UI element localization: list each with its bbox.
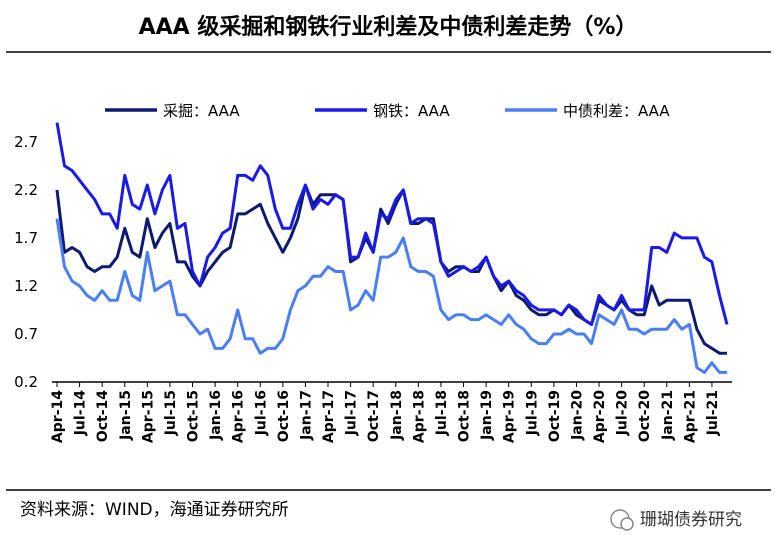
x-tick-label: Jan-17 xyxy=(298,390,314,441)
y-tick-label: 0.2 xyxy=(14,373,38,391)
source-note: 资料来源：WIND，海通证券研究所 xyxy=(20,500,289,520)
chart-title: AAA 级采掘和钢铁行业利差及中债利差走势（%） xyxy=(139,14,638,40)
x-tick-label: Jan-20 xyxy=(569,390,585,441)
x-tick-label: Apr-18 xyxy=(411,390,427,443)
x-tick-label: Apr-14 xyxy=(50,390,66,443)
series-line xyxy=(55,218,727,374)
x-tick-label: Jul-15 xyxy=(163,390,179,436)
x-tick-label: Oct-16 xyxy=(276,390,292,442)
legend-label: 采掘：AAA xyxy=(163,102,240,120)
x-tick-label: Oct-18 xyxy=(457,390,473,442)
legend-label: 中债利差：AAA xyxy=(563,102,670,120)
x-tick-label: Jan-16 xyxy=(208,390,224,441)
watermark-icon xyxy=(610,509,634,531)
x-tick-label: Jul-20 xyxy=(615,390,631,437)
x-tick-label: Apr-21 xyxy=(682,390,698,443)
x-tick-label: Jul-16 xyxy=(253,390,269,436)
x-tick-label: Jan-15 xyxy=(118,390,134,441)
x-tick-label: Jan-21 xyxy=(660,390,676,441)
x-tick-label: Jul-17 xyxy=(344,390,360,436)
x-tick-label: Apr-20 xyxy=(592,390,608,443)
legend-label: 钢铁：AAA xyxy=(373,102,450,120)
x-tick-label: Oct-19 xyxy=(547,390,563,442)
y-tick-label: 2.7 xyxy=(14,133,38,151)
x-tick-label: Oct-20 xyxy=(637,390,653,442)
x-tick-label: Apr-15 xyxy=(140,390,156,443)
y-tick-label: 0.7 xyxy=(14,325,38,343)
x-tick-label: Apr-16 xyxy=(231,390,247,443)
x-tick-label: Apr-17 xyxy=(321,390,337,443)
x-tick-label: Jul-14 xyxy=(73,390,89,437)
x-tick-label: Jul-18 xyxy=(434,390,450,436)
y-tick-label: 1.2 xyxy=(14,277,38,295)
x-tick-label: Jan-19 xyxy=(479,390,495,441)
x-tick-label: Jul-21 xyxy=(705,390,721,436)
series-line xyxy=(55,122,729,326)
x-tick-label: Oct-15 xyxy=(186,390,202,442)
x-tick-label: Apr-19 xyxy=(502,390,518,443)
x-tick-label: Oct-14 xyxy=(95,390,111,442)
x-tick-label: Oct-17 xyxy=(366,390,382,442)
x-tick-label: Jul-19 xyxy=(524,390,540,436)
watermark: 珊瑚债券研究 xyxy=(640,510,742,530)
x-tick-label: Jan-18 xyxy=(389,390,405,441)
y-tick-label: 2.2 xyxy=(14,181,38,199)
y-tick-label: 1.7 xyxy=(14,229,38,247)
